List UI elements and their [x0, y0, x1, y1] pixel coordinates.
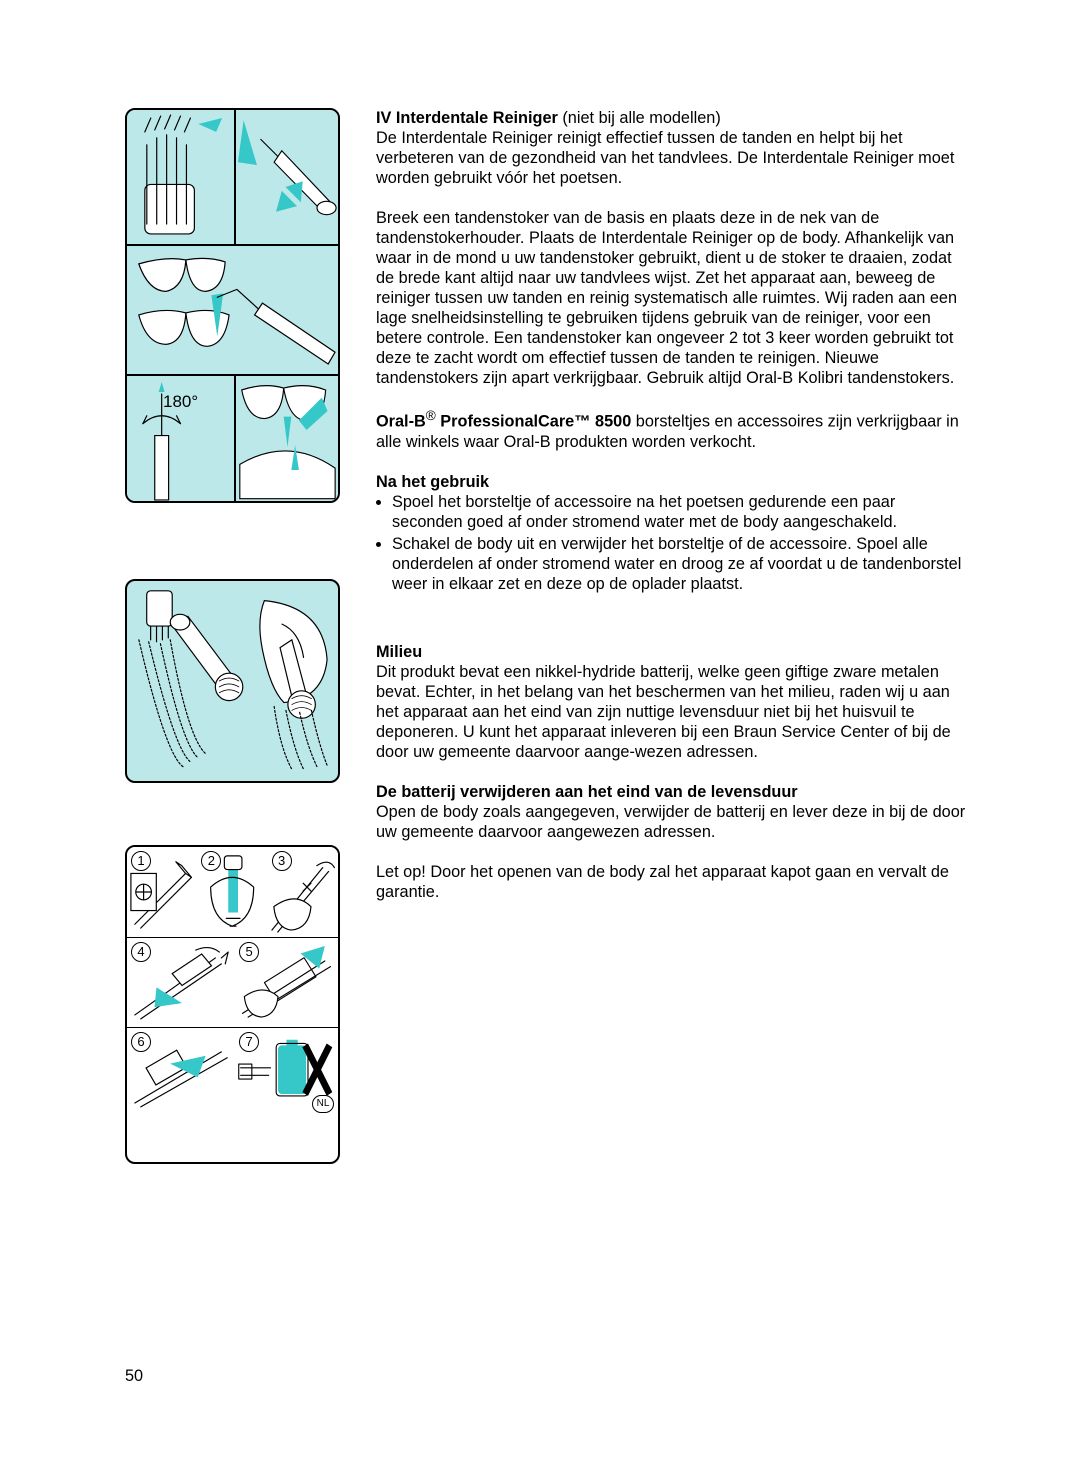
figure-interdental: 180° — [125, 108, 340, 503]
country-badge-nl: NL — [312, 1095, 334, 1113]
after-use-item-2: Schakel de body uit en verwijder het bor… — [392, 534, 970, 594]
heading-interdental: IV Interdentale Reiniger — [376, 109, 558, 127]
section-interdental: IV Interdentale Reiniger (niet bij alle … — [376, 108, 970, 188]
section-accessories: Oral-B® ProfessionalCare™ 8500 borsteltj… — [376, 408, 970, 451]
step-badge-7: 7 — [239, 1032, 259, 1052]
step-badge-3: 3 — [272, 851, 292, 871]
step-badge-6: 6 — [131, 1032, 151, 1052]
para-interdental-1: De Interdentale Reiniger reinigt effecti… — [376, 128, 970, 188]
illustration-column: 180° — [125, 108, 340, 1164]
figure-rinse — [125, 579, 340, 783]
para-battery-2: Let op! Door het openen van de body zal … — [376, 862, 970, 902]
para-battery-1: Open de body zoals aangegeven, verwijder… — [376, 802, 970, 842]
para-interdental-2: Breek een tandenstoker van de basis en p… — [376, 208, 970, 388]
text-column: IV Interdentale Reiniger (niet bij alle … — [376, 108, 970, 1164]
label-180-degrees: 180° — [163, 392, 198, 412]
step-badge-5: 5 — [239, 942, 259, 962]
registered-sup: ® — [426, 408, 436, 423]
heading-battery: De batterij verwijderen aan het eind van… — [376, 782, 970, 802]
brand-bold-2: ProfessionalCare™ 8500 — [436, 413, 631, 431]
figure-battery-removal: 1 2 3 4 5 — [125, 845, 340, 1164]
section-battery: De batterij verwijderen aan het eind van… — [376, 782, 970, 842]
section-environment: Milieu Dit produkt bevat een nikkel-hydr… — [376, 642, 970, 762]
brand-bold-1: Oral-B — [376, 413, 426, 431]
step-badge-4: 4 — [131, 942, 151, 962]
heading-environment: Milieu — [376, 642, 970, 662]
section-after-use: Na het gebruik Spoel het borsteltje of a… — [376, 472, 970, 594]
heading-after-use: Na het gebruik — [376, 472, 970, 492]
heading-interdental-tail: (niet bij alle modellen) — [558, 109, 721, 127]
step-badge-1: 1 — [131, 851, 151, 871]
page-number: 50 — [125, 1367, 143, 1386]
para-environment: Dit produkt bevat een nikkel-hydride bat… — [376, 662, 970, 762]
after-use-item-1: Spoel het borsteltje of accessoire na he… — [392, 492, 970, 532]
